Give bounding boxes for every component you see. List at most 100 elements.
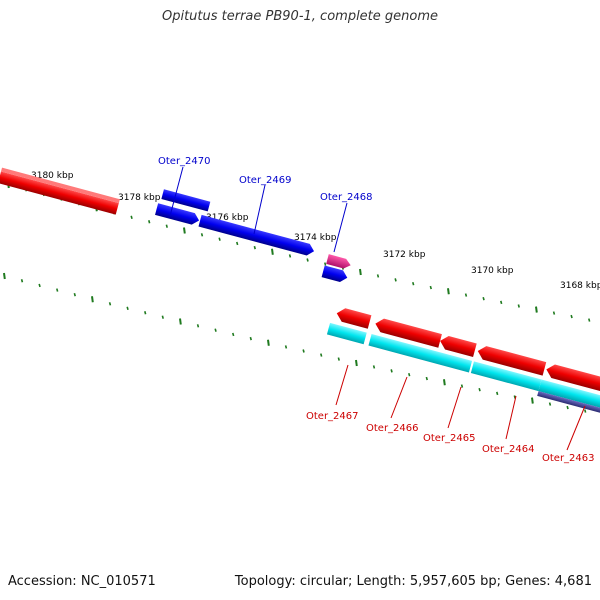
tick-mark [355, 359, 358, 367]
tick-mark [394, 278, 397, 282]
cds-feature-oter-2464[interactable] [470, 361, 542, 392]
tick-mark [179, 318, 182, 325]
tick-mark [548, 402, 552, 406]
cds-feature-oter-2463[interactable] [538, 379, 600, 413]
callout-line [333, 202, 348, 253]
gene-label-oter-2469[interactable]: Oter_2469 [239, 175, 292, 186]
cds-feature-oter-2466[interactable] [368, 333, 473, 373]
callout-line [566, 405, 586, 451]
tick-mark [390, 369, 393, 373]
tick-mark [284, 345, 288, 349]
gene-arrow-oter-2467[interactable] [335, 306, 372, 329]
tick-mark [588, 318, 591, 322]
callout-line [447, 386, 462, 429]
tick-mark [337, 357, 340, 361]
tick-mark [218, 237, 221, 241]
kbp-label: 3170 kbp [471, 266, 514, 276]
tick-mark [144, 311, 147, 315]
tick-mark [306, 258, 309, 262]
tick-mark [425, 376, 428, 381]
tick-mark [91, 296, 94, 303]
tick-mark [232, 332, 235, 337]
gene-arrow-oter-2469[interactable] [198, 214, 315, 257]
tick-mark [214, 328, 217, 332]
gene-arrow-oter-2465[interactable] [438, 334, 477, 358]
tick-mark [200, 233, 204, 237]
genome-title: Opitutus terrae PB90-1, complete genome [161, 9, 439, 24]
tick-mark [56, 288, 59, 292]
tick-mark [253, 245, 256, 250]
tick-mark [376, 274, 380, 278]
gene-arrow-left-reverse[interactable] [0, 171, 119, 215]
gene-label-oter-2470[interactable]: Oter_2470 [158, 156, 211, 167]
gene-label-oter-2465[interactable]: Oter_2465 [423, 433, 476, 444]
tick-mark [517, 304, 520, 308]
gene-arrow-oter-2463[interactable] [545, 363, 600, 398]
tick-mark [249, 336, 252, 341]
tick-mark [464, 293, 468, 297]
tick-mark [412, 282, 415, 286]
gene-label-oter-2468[interactable]: Oter_2468 [320, 192, 373, 203]
tick-mark [443, 379, 446, 386]
tick-mark [108, 302, 112, 306]
callout-line [169, 166, 184, 217]
tick-mark [566, 405, 569, 410]
callout-line [335, 364, 349, 406]
tick-mark [271, 248, 274, 255]
gene-label-oter-2466[interactable]: Oter_2466 [366, 423, 419, 434]
cds-feature-oter-2467[interactable] [326, 322, 367, 345]
gene-arrow-oter-2470-cds[interactable] [155, 203, 201, 226]
tick-mark [535, 306, 538, 313]
tick-mark [372, 365, 376, 369]
gene-label-oter-2464[interactable]: Oter_2464 [482, 444, 535, 455]
gene-arrow-left-reverse-outline [0, 167, 120, 204]
kbp-label: 3168 kbp [560, 281, 600, 291]
tick-mark [267, 339, 270, 346]
tick-mark [183, 227, 186, 234]
kbp-label: 3178 kbp [118, 193, 161, 203]
kbp-label: 3180 kbp [31, 171, 74, 181]
accession-text: Accession: NC_010571 [8, 574, 156, 589]
tick-mark [408, 373, 411, 377]
tick-mark [320, 353, 323, 357]
kbp-label: 3176 kbp [206, 213, 249, 223]
kbp-label: 3174 kbp [294, 233, 337, 243]
tick-mark [570, 314, 573, 319]
tick-mark [552, 311, 556, 315]
gene-arrow-oter-2466[interactable] [374, 317, 442, 348]
tick-mark [500, 300, 503, 305]
callout-line [390, 376, 408, 419]
gene-arrow-oter-2468[interactable] [321, 265, 349, 283]
gene-label-oter-2463[interactable]: Oter_2463 [542, 453, 595, 464]
tick-mark [460, 384, 464, 388]
kbp-label: 3172 kbp [383, 250, 426, 260]
tick-mark [478, 388, 481, 392]
tick-mark [584, 409, 587, 413]
topology-text: Topology: circular; Length: 5,957,605 bp… [234, 574, 592, 589]
tick-mark [3, 272, 6, 280]
tick-mark [126, 306, 129, 310]
tick-mark [165, 224, 168, 228]
tick-mark [324, 262, 327, 266]
tick-mark [236, 241, 239, 246]
callout-line [505, 395, 517, 440]
tick-mark [359, 268, 362, 276]
gene-arrow-oter-2464[interactable] [476, 344, 547, 376]
tick-mark [288, 254, 292, 258]
gene-arrow-oter-2470[interactable] [161, 189, 211, 212]
callout-line [253, 184, 266, 235]
tick-mark [20, 279, 24, 283]
genome-backbone [0, 198, 600, 391]
tick-mark [302, 349, 305, 353]
tick-mark [482, 297, 485, 301]
tick-row-inner [3, 272, 587, 413]
tick-mark [73, 292, 76, 297]
tick-mark [447, 288, 450, 295]
gene-label-oter-2467[interactable]: Oter_2467 [306, 411, 359, 422]
other-feature-oter-2463[interactable] [537, 391, 600, 418]
tick-mark [496, 391, 499, 396]
tick-mark [148, 220, 151, 224]
rna-gene-arrow[interactable] [326, 254, 352, 270]
tick-mark [531, 397, 534, 404]
